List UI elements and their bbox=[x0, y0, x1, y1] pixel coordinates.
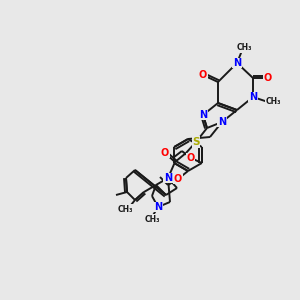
Text: S: S bbox=[192, 137, 200, 147]
Text: N: N bbox=[164, 173, 172, 183]
Text: O: O bbox=[161, 148, 169, 158]
Text: N: N bbox=[249, 92, 257, 102]
Text: O: O bbox=[174, 174, 182, 184]
Text: CH₃: CH₃ bbox=[144, 214, 160, 224]
Text: O: O bbox=[264, 73, 272, 83]
Text: N: N bbox=[233, 58, 241, 68]
Text: O: O bbox=[187, 153, 195, 163]
Text: O: O bbox=[199, 70, 207, 80]
Text: N: N bbox=[199, 110, 207, 120]
Text: N: N bbox=[154, 202, 162, 212]
Text: CH₃: CH₃ bbox=[265, 98, 281, 106]
Text: CH₃: CH₃ bbox=[236, 44, 252, 52]
Text: N: N bbox=[218, 117, 226, 127]
Text: CH₃: CH₃ bbox=[117, 205, 133, 214]
